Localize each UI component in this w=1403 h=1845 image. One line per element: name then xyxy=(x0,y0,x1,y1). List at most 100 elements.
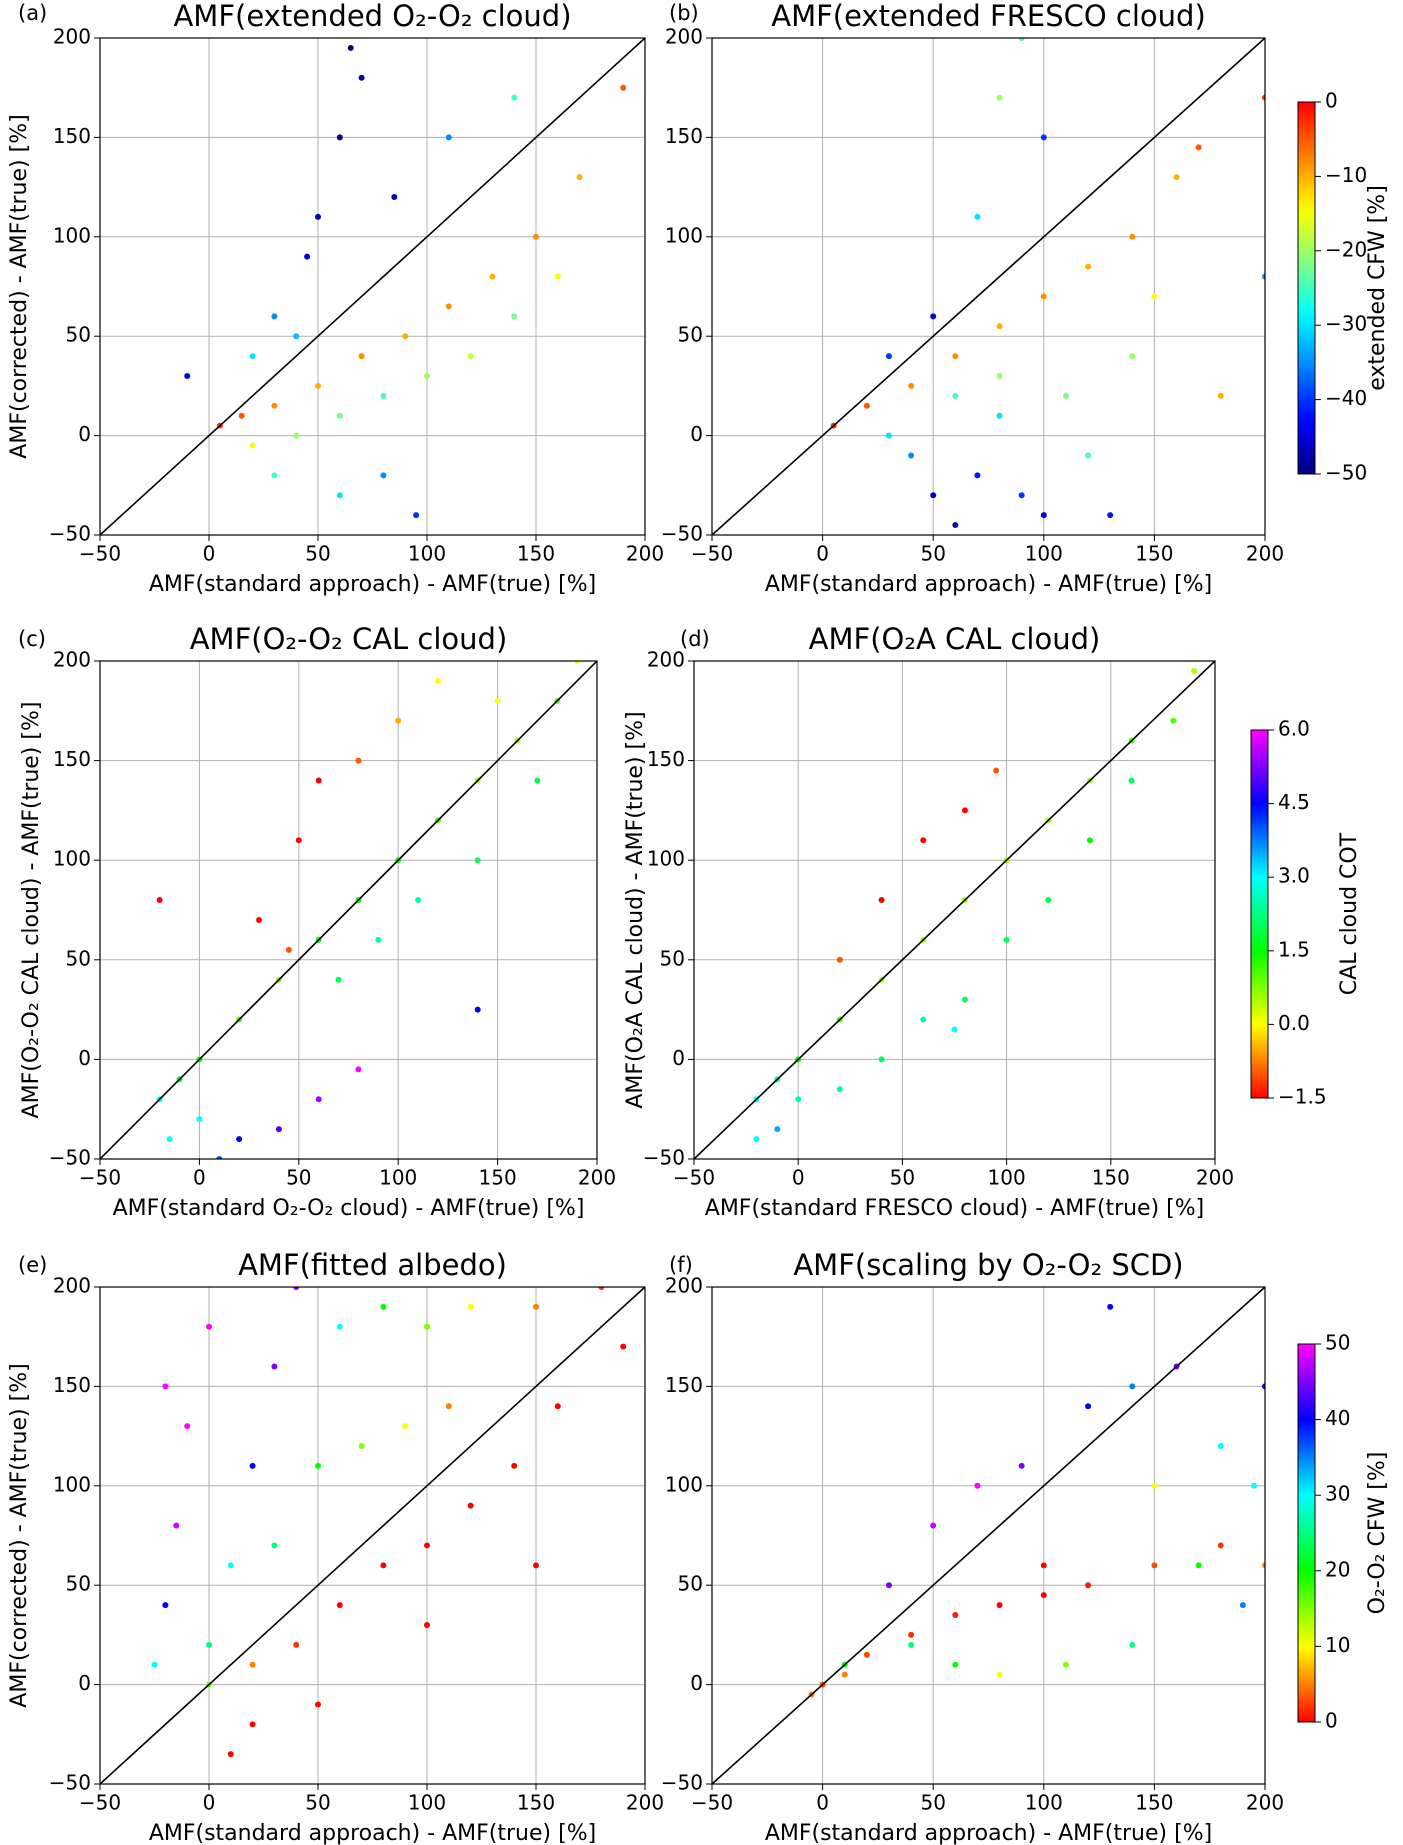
colorbar-label: CAL cloud COT xyxy=(1337,832,1362,995)
panel-label: (e) xyxy=(18,1253,47,1277)
point xyxy=(753,1136,760,1143)
point xyxy=(841,1671,848,1678)
x-axis-label: AMF(standard approach) - AMF(true) [%] xyxy=(765,572,1212,597)
point xyxy=(166,1136,173,1143)
y-tick-label: 50 xyxy=(678,1572,703,1596)
point xyxy=(1129,233,1136,240)
point xyxy=(336,134,343,141)
y-tick-label: 50 xyxy=(678,323,703,347)
x-tick-label: 100 xyxy=(1025,1791,1063,1815)
x-tick-label: 100 xyxy=(408,1791,446,1815)
colorbar-tick-label: −20 xyxy=(1325,237,1367,261)
point xyxy=(315,382,321,389)
y-tick-label: −50 xyxy=(49,1771,91,1795)
point xyxy=(358,74,365,81)
colorbar xyxy=(1297,1343,1316,1723)
point xyxy=(216,1156,223,1159)
point xyxy=(1085,452,1092,459)
y-tick-label: 0 xyxy=(672,1046,685,1070)
axes-frame xyxy=(711,1286,1266,1785)
point xyxy=(554,1403,561,1410)
point xyxy=(293,333,300,340)
panel-title: AMF(scaling by O₂-O₂ SCD) xyxy=(793,1248,1183,1282)
point xyxy=(534,777,541,784)
point xyxy=(795,1096,802,1103)
x-tick-label: 150 xyxy=(1092,1166,1130,1190)
colorbar-tick-label: 30 xyxy=(1325,1482,1350,1506)
y-tick-label: 150 xyxy=(53,1373,91,1397)
point xyxy=(1062,392,1069,399)
point xyxy=(620,1343,627,1350)
x-tick-label: 200 xyxy=(626,542,664,566)
point xyxy=(1045,897,1052,904)
y-tick-label: 100 xyxy=(53,223,91,247)
point xyxy=(920,837,927,844)
point xyxy=(206,1323,212,1330)
x-tick-label: 200 xyxy=(626,1791,664,1815)
points xyxy=(184,44,627,519)
y-tick-label: −50 xyxy=(49,522,91,546)
colorbar-tick-label: 40 xyxy=(1325,1406,1350,1430)
y-axis-label: AMF(corrected) - AMF(true) [%] xyxy=(7,114,32,458)
point xyxy=(951,1026,958,1033)
point xyxy=(885,1582,892,1589)
x-axis-label: AMF(standard FRESCO cloud) - AMF(true) [… xyxy=(705,1196,1204,1221)
x-tick-label: 0 xyxy=(203,542,216,566)
y-tick-label: 200 xyxy=(665,1274,703,1298)
x-tick-label: 200 xyxy=(1246,542,1284,566)
point xyxy=(380,392,387,399)
y-axis-label: AMF(O₂A CAL cloud) - AMF(true) [%] xyxy=(623,711,648,1108)
point xyxy=(395,717,402,724)
point xyxy=(162,1383,169,1390)
point xyxy=(347,44,354,51)
x-tick-label: −50 xyxy=(673,1166,715,1190)
point xyxy=(620,84,627,91)
axes-frame xyxy=(99,660,598,1160)
point xyxy=(996,1602,1003,1609)
colorbar-tick-label: 0.0 xyxy=(1278,1011,1310,1035)
y-tick-label: 100 xyxy=(665,1472,703,1496)
point xyxy=(930,492,937,499)
x-tick-label: 100 xyxy=(379,1166,417,1190)
point xyxy=(1040,293,1047,300)
panel-label: (f) xyxy=(669,1253,693,1277)
point xyxy=(445,134,452,141)
point xyxy=(489,273,496,280)
point xyxy=(467,1502,474,1509)
y-tick-label: 150 xyxy=(53,124,91,148)
point xyxy=(315,213,321,220)
y-tick-label: 0 xyxy=(690,422,703,446)
x-tick-label: 50 xyxy=(305,542,330,566)
point xyxy=(908,1641,915,1648)
point xyxy=(295,837,302,844)
colorbar-tick-label: −30 xyxy=(1325,312,1367,336)
y-tick-label: 200 xyxy=(53,1274,91,1298)
panel-title: AMF(extended O₂-O₂ cloud) xyxy=(173,0,571,33)
point xyxy=(424,1323,430,1330)
point xyxy=(1085,1582,1092,1589)
point xyxy=(358,1443,365,1450)
colorbar-tick-label: 4.5 xyxy=(1278,790,1310,814)
point xyxy=(424,1542,430,1549)
x-axis-label: AMF(standard O₂-O₂ cloud) - AMF(true) [%… xyxy=(113,1196,585,1221)
y-tick-label: 100 xyxy=(53,1472,91,1496)
y-tick-label: −50 xyxy=(661,522,703,546)
point xyxy=(996,372,1003,379)
x-tick-label: 100 xyxy=(1025,542,1063,566)
y-tick-label: 150 xyxy=(53,747,91,771)
point xyxy=(271,1542,278,1549)
point xyxy=(1129,353,1136,360)
one-to-one-line xyxy=(712,38,1265,535)
y-tick-label: 150 xyxy=(665,124,703,148)
point xyxy=(156,897,163,904)
point xyxy=(445,1403,452,1410)
point xyxy=(930,1522,937,1529)
y-tick-label: 50 xyxy=(66,1572,91,1596)
colorbar-tick-label: −50 xyxy=(1325,461,1367,485)
point xyxy=(474,1006,481,1013)
point xyxy=(380,1562,387,1569)
point xyxy=(1170,717,1177,724)
point xyxy=(885,353,892,360)
